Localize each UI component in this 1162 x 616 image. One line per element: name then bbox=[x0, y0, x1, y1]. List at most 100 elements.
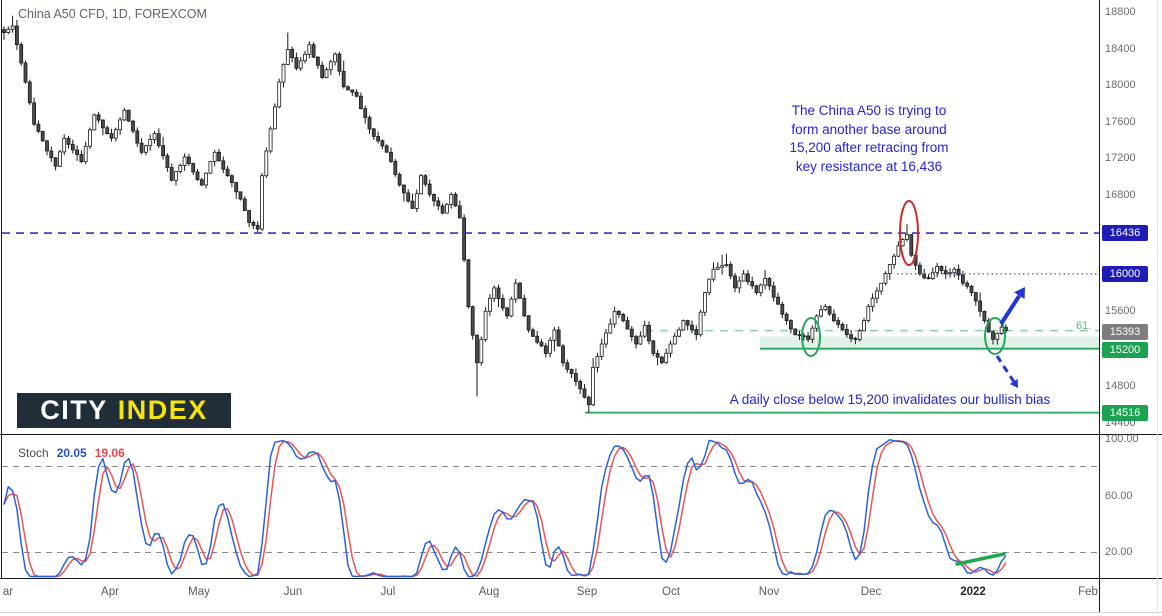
time-axis-label: Feb bbox=[1078, 586, 1098, 598]
candle-body bbox=[401, 184, 406, 194]
candle-body bbox=[604, 332, 608, 345]
candle-body bbox=[131, 120, 135, 132]
candle-body bbox=[397, 173, 402, 186]
candle-body bbox=[866, 306, 871, 322]
time-axis-label: Jul bbox=[380, 586, 396, 598]
candle-body bbox=[909, 234, 914, 256]
candle-body bbox=[973, 292, 978, 302]
time-axis-label: Nov bbox=[758, 586, 780, 598]
candle-body bbox=[565, 362, 570, 370]
candle-body bbox=[221, 160, 226, 170]
candle-body bbox=[943, 270, 948, 275]
candle-body bbox=[793, 328, 798, 336]
candle-body bbox=[664, 352, 669, 364]
bearish-dashed-arrow bbox=[995, 355, 1015, 383]
time-axis-label: Oct bbox=[662, 586, 680, 598]
candle-body bbox=[935, 265, 939, 273]
candle-body bbox=[642, 324, 647, 337]
candle-body bbox=[961, 274, 965, 284]
candle-body bbox=[982, 310, 987, 322]
candle-body bbox=[6, 28, 11, 33]
candle-body bbox=[844, 328, 849, 336]
candle-body bbox=[453, 193, 458, 207]
candle-body bbox=[879, 282, 884, 292]
candle-body bbox=[2, 29, 6, 34]
candle-body bbox=[152, 133, 157, 140]
stoch-label: Stoch bbox=[18, 446, 49, 460]
candle-body bbox=[832, 313, 836, 322]
candle-body bbox=[79, 154, 84, 162]
candle-body bbox=[629, 328, 634, 338]
candle-body bbox=[612, 310, 617, 325]
candle-body bbox=[307, 44, 312, 55]
stochastic-legend[interactable]: Stoch 20.05 19.06 bbox=[18, 446, 125, 460]
candle-body bbox=[746, 273, 750, 283]
candle-body bbox=[406, 192, 411, 202]
logo-index-text: INDEX bbox=[117, 395, 208, 425]
candle-body bbox=[238, 191, 243, 200]
candle-body bbox=[509, 298, 514, 317]
fib-618-label: 61. bbox=[1076, 320, 1092, 332]
candle-body bbox=[634, 336, 638, 345]
candle-body bbox=[578, 380, 583, 390]
candle-body bbox=[638, 335, 643, 345]
time-axis-label: Dec bbox=[860, 586, 882, 598]
thesis-line: form another base around bbox=[791, 121, 947, 137]
bullish-arrow-head bbox=[1014, 287, 1025, 300]
candle-body bbox=[548, 339, 552, 354]
candle-body bbox=[999, 326, 1004, 334]
price-tick: 17200 bbox=[1105, 152, 1136, 164]
candle-body bbox=[522, 297, 527, 317]
candle-body bbox=[853, 338, 858, 341]
candle-body bbox=[556, 329, 561, 347]
candle-body bbox=[651, 340, 656, 354]
candle-body bbox=[199, 179, 204, 186]
candle-body bbox=[118, 119, 122, 131]
candle-body bbox=[350, 89, 355, 93]
time-axis[interactable]: ar Apr May Jun Jul Aug Sep Oct Nov Dec 2022 Feb bbox=[0, 578, 1162, 612]
candle-body bbox=[926, 277, 931, 280]
price-badge: 15393 bbox=[1102, 323, 1148, 340]
candle-body bbox=[896, 245, 901, 257]
candle-body bbox=[10, 25, 15, 30]
candle-body bbox=[840, 323, 845, 330]
support-zone bbox=[760, 336, 1099, 349]
candle-body bbox=[677, 329, 681, 337]
price-tick: 14800 bbox=[1105, 380, 1136, 392]
stoch-tick: 60.00 bbox=[1105, 490, 1133, 502]
candle-body bbox=[728, 264, 733, 277]
chart-left-border bbox=[1, 0, 2, 578]
candle-body bbox=[918, 264, 922, 275]
candle-body bbox=[225, 168, 230, 177]
candle-body bbox=[552, 329, 557, 341]
candle-body bbox=[251, 221, 256, 226]
candle-body bbox=[294, 57, 299, 69]
stoch-tick: 20.00 bbox=[1105, 546, 1133, 558]
time-axis-label: Jun bbox=[283, 586, 303, 598]
candle-body bbox=[49, 150, 54, 159]
candle-body bbox=[685, 320, 690, 326]
candle-body bbox=[363, 108, 368, 118]
candle-body bbox=[505, 307, 510, 317]
candle-body bbox=[595, 355, 600, 368]
candle-body bbox=[625, 320, 630, 330]
stoch-d-value: 19.06 bbox=[94, 446, 125, 460]
candle-body bbox=[444, 204, 449, 214]
candle-body bbox=[789, 320, 793, 330]
candle-body bbox=[690, 324, 694, 330]
candle-body bbox=[586, 396, 591, 406]
candle-body bbox=[806, 335, 810, 340]
candle-body bbox=[281, 64, 286, 83]
candle-body bbox=[260, 175, 264, 230]
candle-body bbox=[930, 271, 935, 279]
candle-body bbox=[191, 163, 196, 173]
time-axis-divider bbox=[0, 578, 1162, 579]
candle-body bbox=[371, 128, 376, 137]
candle-body bbox=[311, 44, 316, 58]
candle-body bbox=[707, 278, 712, 294]
candle-body bbox=[27, 81, 32, 104]
candle-body bbox=[513, 282, 518, 300]
candle-body bbox=[870, 297, 875, 308]
price-axis[interactable]: 18800 18400 18000 17600 17200 16800 15600 14800… bbox=[1099, 0, 1162, 616]
